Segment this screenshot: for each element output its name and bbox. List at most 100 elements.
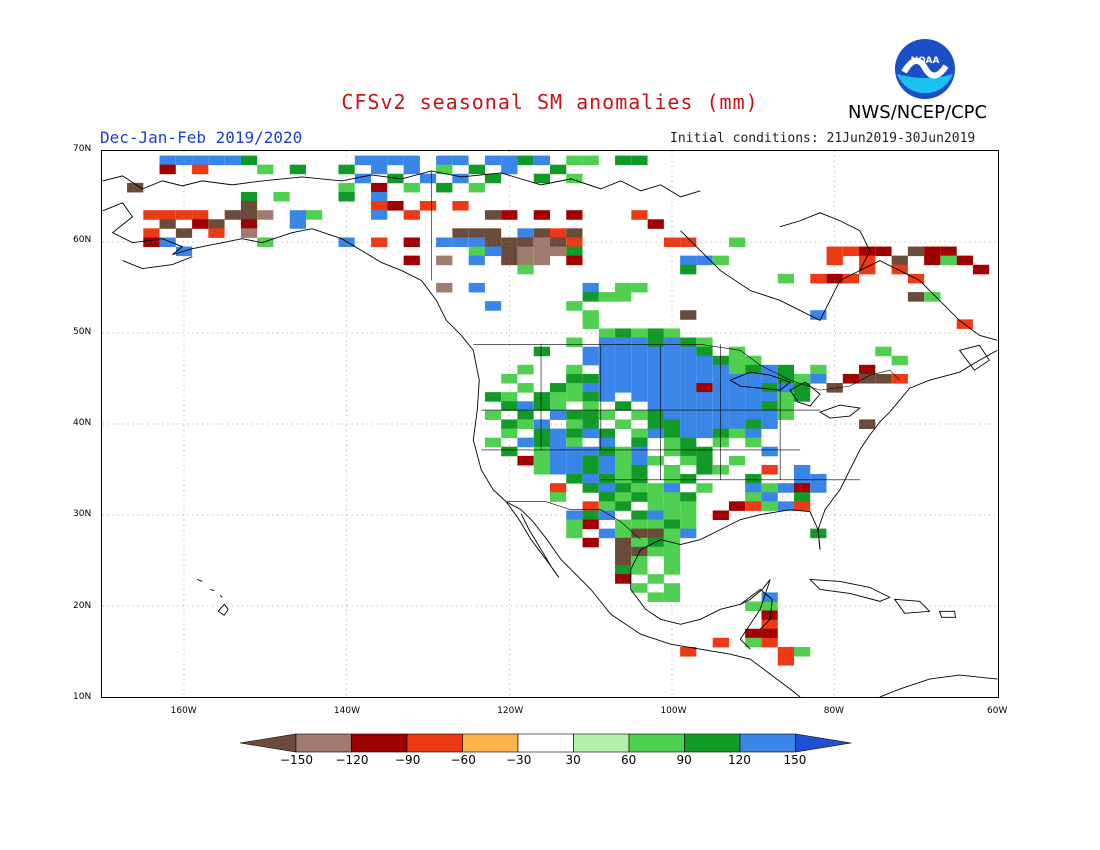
anomaly-cell [712,383,729,393]
anomaly-cell [777,501,795,511]
anomaly-cell [794,383,811,393]
anomaly-cell [501,392,518,402]
longitude-tick-label: 60W [987,706,1008,716]
anomaly-cell [631,337,648,348]
anomaly-cell [419,173,437,184]
anomaly-cell [631,410,648,420]
anomaly-cell [712,255,729,266]
anomaly-cell [582,464,599,475]
longitude-tick-label: 80W [823,706,845,716]
anomaly-cell [875,246,892,257]
anomaly-cell [533,246,550,257]
anomaly-cell [566,392,583,402]
anomaly-cell [680,373,697,384]
anomaly-cell [663,555,681,566]
anomaly-cell [663,437,681,448]
anomaly-cell [501,164,518,175]
anomaly-cell [615,492,632,502]
anomaly-cell [240,155,258,166]
anomaly-cell [208,155,225,166]
anomaly-cell [680,364,697,375]
anomaly-cell [647,528,664,539]
anomaly-cell [468,228,485,238]
anomaly-cell [745,373,762,384]
anomaly-cell [745,483,762,493]
anomaly-cell [501,428,518,439]
anomaly-cell [517,455,534,466]
anomaly-cell [517,410,534,420]
anomaly-cell [680,346,697,357]
anomaly-cell [582,392,599,402]
anomaly-cell [127,182,144,193]
anomaly-cell [728,346,746,357]
anomaly-cell [208,228,225,238]
anomaly-cell [371,210,388,220]
color-scale-legend [240,733,852,753]
anomaly-cell [582,446,599,457]
anomaly-cell [631,474,648,484]
anomaly-cell [728,428,746,439]
anomaly-cell [826,255,843,266]
anomaly-cell [696,355,713,366]
anomaly-cell [192,164,209,175]
anomaly-cell [680,383,697,393]
anomaly-cell [663,501,681,511]
anomaly-cell [452,155,469,166]
anomaly-cell [680,237,697,248]
anomaly-cell [761,446,778,457]
anomaly-cell [598,373,616,384]
anomaly-cell [745,628,762,639]
anomaly-cell [696,346,713,357]
anomaly-cell [761,383,778,393]
legend-tick-label: 150 [783,753,807,767]
anomaly-cell [582,401,599,411]
anomaly-cell [550,246,567,257]
anomaly-cell [680,646,697,657]
anomaly-cell [663,392,681,402]
anomaly-cell [680,437,697,448]
anomaly-cell [745,437,762,448]
anomaly-cell [533,155,550,166]
anomaly-cell [501,237,518,248]
legend-bin [406,733,463,753]
anomaly-cell [631,555,648,566]
anomaly-cell [728,410,746,420]
anomaly-cell [842,246,860,257]
anomaly-cell [728,364,746,375]
anomaly-cell [501,155,518,166]
anomaly-cell [224,210,241,220]
anomaly-cell [582,474,599,484]
longitude-tick-label: 160W [170,706,197,716]
anomaly-cell [598,455,616,466]
anomaly-cell [354,155,372,166]
anomaly-cell [663,328,681,339]
anomaly-cell [533,392,550,402]
anomaly-cell [794,501,811,511]
anomaly-cell [598,437,616,448]
anomaly-cell [647,546,664,557]
anomaly-cell [615,474,632,484]
anomaly-cell [550,392,567,402]
anomaly-cell [582,419,599,429]
anomaly-cell [663,237,681,248]
anomaly-cell [289,210,306,220]
anomaly-cell [810,373,827,384]
anomaly-cell [940,246,957,257]
anomaly-cell [680,410,697,420]
anomaly-cell [761,601,778,612]
anomaly-cell [761,373,778,384]
legend-bin [684,733,741,753]
anomaly-cell [712,373,729,384]
anomaly-cell [582,483,599,493]
legend-tick-label: 120 [728,753,751,767]
anomaly-cell [745,637,762,648]
anomaly-cell [680,401,697,411]
anomaly-cell [631,392,648,402]
anomaly-cell [533,346,550,357]
anomaly-cell [403,210,420,220]
anomaly-cell [403,255,420,266]
anomaly-cell [631,583,648,593]
anomaly-cell [468,246,485,257]
anomaly-cell [598,337,616,348]
legend-tick-label: −60 [450,753,476,767]
